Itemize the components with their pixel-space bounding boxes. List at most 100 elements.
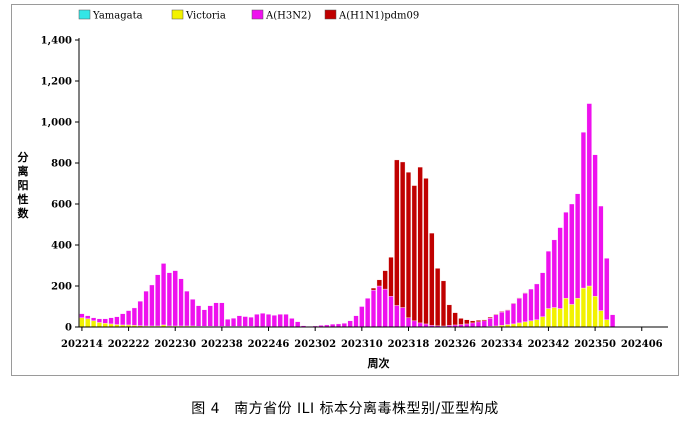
bar-victoria	[516, 322, 522, 328]
bar-a-h3n2	[102, 318, 108, 324]
y-axis-ticks: 0 200 400 600 800 1,000 1,200 1,400	[41, 36, 79, 334]
bar-a-h3n2	[207, 305, 213, 327]
bar-a-h1n1-pdm09	[487, 316, 493, 319]
chart-svg: Yamagata Victoria A(H3N2) A(H1N1)pdm09 分离阳性…	[18, 9, 668, 370]
bar-a-h3n2	[493, 314, 499, 327]
bar-a-h3n2	[604, 258, 610, 320]
bar-a-h3n2	[510, 303, 517, 325]
figure-caption-label: 图 4	[191, 401, 221, 417]
bar-a-h1n1-pdm09	[446, 304, 452, 326]
figure-caption: 图 4 南方省份 ILI 标本分离毒株型别/亚型构成	[0, 398, 690, 418]
bar-victoria	[557, 308, 563, 328]
bar-a-h3n2	[359, 306, 365, 328]
x-tick-label: 202326	[434, 339, 476, 350]
bar-victoria	[540, 316, 546, 328]
bar-a-h1n1-pdm09	[475, 320, 482, 323]
bar-victoria	[580, 287, 587, 328]
bar-a-h1n1-pdm09	[400, 161, 406, 308]
bar-a-h1n1-pdm09	[376, 279, 382, 287]
bar-a-h3n2	[370, 289, 377, 328]
bar-a-h3n2	[580, 132, 587, 289]
bar-group	[79, 103, 616, 328]
bar-a-h1n1-pdm09	[493, 313, 499, 315]
bar-a-h3n2	[85, 315, 91, 319]
bar-a-h3n2	[289, 318, 295, 327]
bar-a-h3n2	[365, 298, 371, 328]
bar-victoria	[563, 298, 569, 328]
x-tick-label: 202214	[61, 339, 103, 350]
legend-label: A(H1N1)pdm09	[338, 11, 419, 22]
bar-a-h1n1-pdm09	[429, 232, 435, 326]
bar-a-h1n1-pdm09	[470, 320, 476, 324]
x-tick-label: 202222	[108, 339, 150, 350]
bar-a-h3n2	[499, 311, 505, 326]
x-tick-label: 202342	[528, 339, 570, 350]
bar-a-h3n2	[575, 193, 581, 299]
bar-victoria	[569, 304, 575, 328]
x-axis-title: 周次	[368, 356, 390, 370]
legend-swatch	[171, 9, 184, 20]
bar-victoria	[551, 307, 557, 328]
x-tick-label: 202334	[481, 339, 523, 350]
bar-a-h3n2	[487, 318, 493, 327]
bar-a-h1n1-pdm09	[440, 280, 447, 327]
y-tick-label: 0	[65, 323, 72, 334]
bar-a-h1n1-pdm09	[499, 311, 505, 313]
bar-victoria	[85, 318, 91, 328]
bar-a-h3n2	[126, 310, 132, 326]
bar-a-h1n1-pdm09	[370, 287, 377, 291]
bar-a-h3n2	[481, 320, 487, 328]
bar-a-h3n2	[551, 239, 557, 308]
bar-a-h3n2	[265, 314, 272, 327]
bar-victoria	[534, 319, 540, 328]
y-axis-title-char: 阳	[18, 178, 29, 192]
bar-victoria	[528, 320, 534, 328]
bar-a-h1n1-pdm09	[388, 257, 394, 297]
x-tick-label: 202406	[621, 339, 663, 350]
bar-a-h1n1-pdm09	[458, 318, 464, 325]
bar-a-h3n2	[254, 314, 260, 327]
figure-caption-text: 南方省份 ILI 标本分离毒株型别/亚型构成	[234, 401, 499, 417]
bar-a-h3n2	[172, 270, 178, 327]
bar-a-h3n2	[388, 296, 394, 328]
bar-a-h3n2	[417, 322, 423, 328]
y-axis-title-char: 性	[18, 192, 29, 206]
bar-a-h3n2	[143, 290, 149, 327]
bar-a-h3n2	[353, 315, 359, 328]
bar-a-h3n2	[248, 316, 254, 327]
bar-a-h1n1-pdm09	[394, 159, 400, 306]
x-tick-label: 202350	[574, 339, 616, 350]
bar-a-h3n2	[394, 305, 400, 328]
bar-victoria	[598, 310, 604, 328]
bar-a-h3n2	[195, 305, 202, 327]
bar-a-h3n2	[219, 302, 225, 327]
x-axis-ticks: 202214 202222 202230 202238 202246 202302 2023…	[61, 327, 663, 350]
x-tick-label: 202238	[201, 339, 243, 350]
bar-a-h3n2	[557, 227, 563, 309]
y-tick-label: 1,400	[41, 36, 72, 47]
bar-victoria	[102, 323, 108, 328]
bar-a-h3n2	[230, 318, 237, 327]
bar-a-h3n2	[376, 285, 382, 328]
bar-a-h3n2	[528, 288, 534, 322]
bar-a-h3n2	[534, 283, 540, 321]
legend-label: Yamagata	[92, 11, 143, 22]
legend-swatch	[78, 9, 91, 20]
bar-victoria	[79, 317, 85, 328]
bar-a-h3n2	[166, 272, 172, 327]
x-tick-label: 202310	[341, 339, 383, 350]
bar-a-h3n2	[475, 321, 482, 328]
bar-a-h3n2	[347, 320, 353, 328]
legend-label: A(H3N2)	[265, 11, 311, 22]
bar-a-h1n1-pdm09	[510, 302, 517, 304]
bar-a-h3n2	[569, 203, 575, 305]
bar-a-h3n2	[160, 263, 167, 326]
bar-a-h3n2	[271, 315, 277, 327]
bar-a-h1n1-pdm09	[452, 312, 458, 326]
x-tick-label: 202318	[388, 339, 430, 350]
bar-a-h3n2	[242, 316, 248, 327]
bar-a-h3n2	[405, 317, 412, 328]
bar-a-h3n2	[277, 314, 283, 327]
bar-victoria	[604, 319, 610, 328]
bar-a-h3n2	[382, 288, 388, 328]
